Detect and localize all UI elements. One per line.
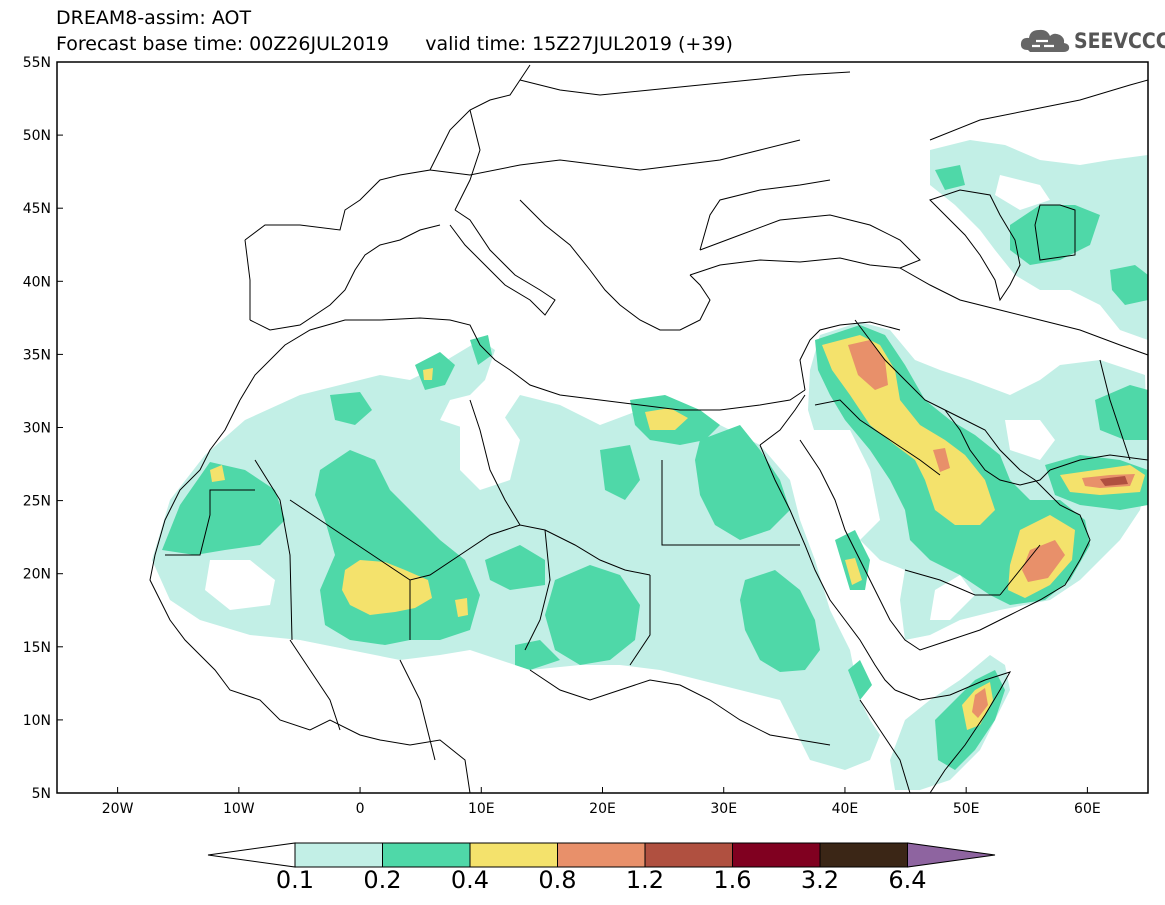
aot-clean-holes	[205, 175, 1055, 620]
lat-label-40N: 40N	[23, 274, 51, 290]
colorbar-swatch	[644, 842, 733, 868]
lat-label-50N: 50N	[23, 128, 51, 144]
seevccc-logo: SEEVCCC	[1018, 24, 1165, 58]
map-axes: 55N 50N 45N 40N 35N 30N 25N 20N 15N 10N 5N 20W 10W 0 1…	[23, 55, 1101, 817]
colorbar-label: 3.2	[800, 866, 840, 894]
lon-label-10E: 10E	[468, 801, 495, 817]
colorbar-swatch	[819, 842, 908, 868]
lat-label-15N: 15N	[23, 640, 51, 656]
colorbar	[207, 842, 996, 868]
colorbar-label: 1.2	[625, 866, 665, 894]
lon-label-20E: 20E	[589, 801, 616, 817]
lat-label-30N: 30N	[23, 421, 51, 437]
lat-label-25N: 25N	[23, 494, 51, 510]
colorbar-label: 6.4	[888, 866, 927, 894]
colorbar-label: 0.8	[538, 866, 577, 894]
lon-label-0: 0	[356, 801, 365, 817]
lon-label-30E: 30E	[710, 801, 737, 817]
colorbar-swatch	[732, 842, 821, 868]
colorbar-swatch	[382, 842, 471, 868]
lat-label-35N: 35N	[23, 347, 51, 363]
colorbar-max-arrow	[907, 842, 996, 868]
lon-label-50E: 50E	[953, 801, 980, 817]
lat-label-45N: 45N	[23, 201, 51, 217]
lat-label-5N: 5N	[32, 786, 51, 802]
logo-text: SEEVCCC	[1074, 29, 1165, 53]
time-info: Forecast base time: 00Z26JUL2019 valid t…	[56, 33, 733, 55]
lon-label-40E: 40E	[832, 801, 859, 817]
colorbar-label: 1.6	[713, 866, 752, 894]
forecast-base-time: Forecast base time: 00Z26JUL2019	[56, 33, 389, 55]
colorbar-swatch	[469, 842, 558, 868]
lat-label-20N: 20N	[23, 567, 51, 583]
cloud-icon	[1020, 29, 1070, 52]
colorbar-label: 0.2	[363, 866, 402, 894]
lat-label-10N: 10N	[23, 713, 51, 729]
colorbar-swatch	[294, 842, 383, 868]
colorbar-label: 0.1	[275, 866, 315, 894]
chart-title: DREAM8-assim: AOT	[56, 7, 252, 29]
lon-label-20W: 20W	[102, 801, 134, 817]
coastlines-borders	[149, 64, 1149, 794]
lon-label-60E: 60E	[1074, 801, 1101, 817]
aot-shading-extreme	[1100, 476, 1128, 486]
colorbar-label: 0.4	[450, 866, 490, 894]
colorbar-swatch	[557, 842, 646, 868]
lon-label-10W: 10W	[223, 801, 255, 817]
lat-label-55N: 55N	[23, 55, 51, 71]
valid-time: valid time: 15Z27JUL2019 (+39)	[425, 33, 733, 55]
colorbar-min-arrow	[207, 842, 296, 868]
